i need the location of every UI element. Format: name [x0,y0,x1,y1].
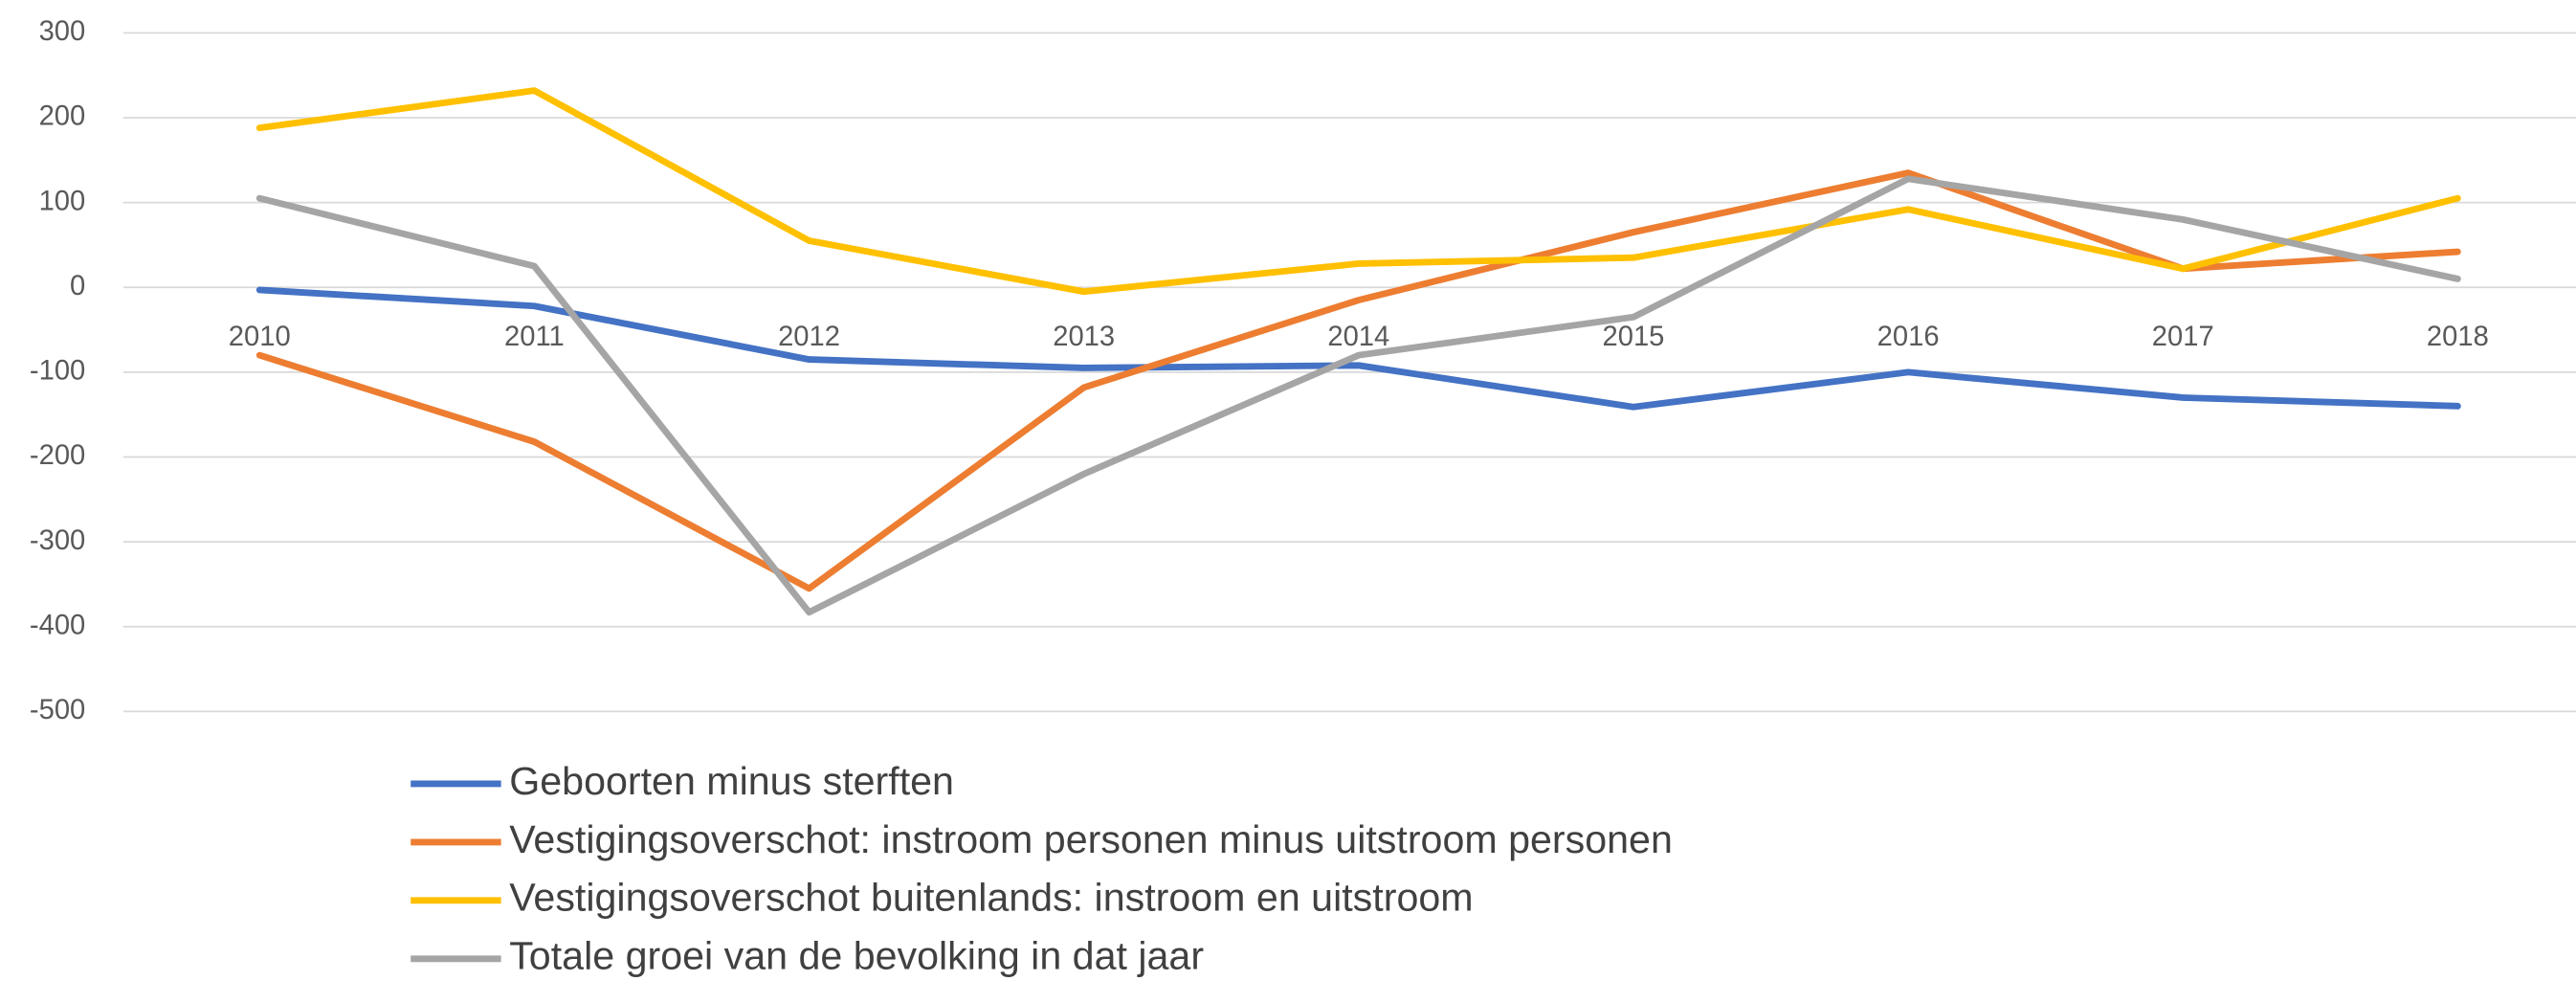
legend-label: Vestigingsoverschot: instroom personen m… [509,817,1673,861]
y-tick-label: 100 [39,186,86,216]
series-line [255,286,2461,411]
legend-label: Geboorten minus sterften [509,759,954,803]
x-tick-label: 2018 [2427,322,2489,352]
y-tick-label: -500 [30,695,85,725]
x-tick-label: 2014 [1327,322,1389,352]
x-tick-label: 2012 [778,322,840,352]
x-tick-label: 2017 [2152,322,2214,352]
legend-label: Vestigingsoverschot buitenlands: instroo… [509,876,1473,920]
y-tick-label: 200 [39,101,86,132]
x-tick-label: 2016 [1877,322,1940,352]
series-line [255,175,2461,616]
series-line [255,169,2461,592]
x-tick-label: 2013 [1053,322,1115,352]
y-tick-label: -300 [30,525,85,556]
series-line [255,87,2461,296]
y-tick-label: -200 [30,440,85,471]
y-tick-label: -400 [30,610,85,640]
x-tick-label: 2010 [229,322,291,352]
y-tick-label: 300 [39,16,86,47]
legend-label: Totale groei van de bevolking in dat jaa… [509,934,1204,978]
y-tick-label: 0 [70,271,85,301]
x-tick-label: 2011 [504,322,565,352]
y-tick-label: -100 [30,356,85,387]
x-tick-label: 2015 [1603,322,1665,352]
